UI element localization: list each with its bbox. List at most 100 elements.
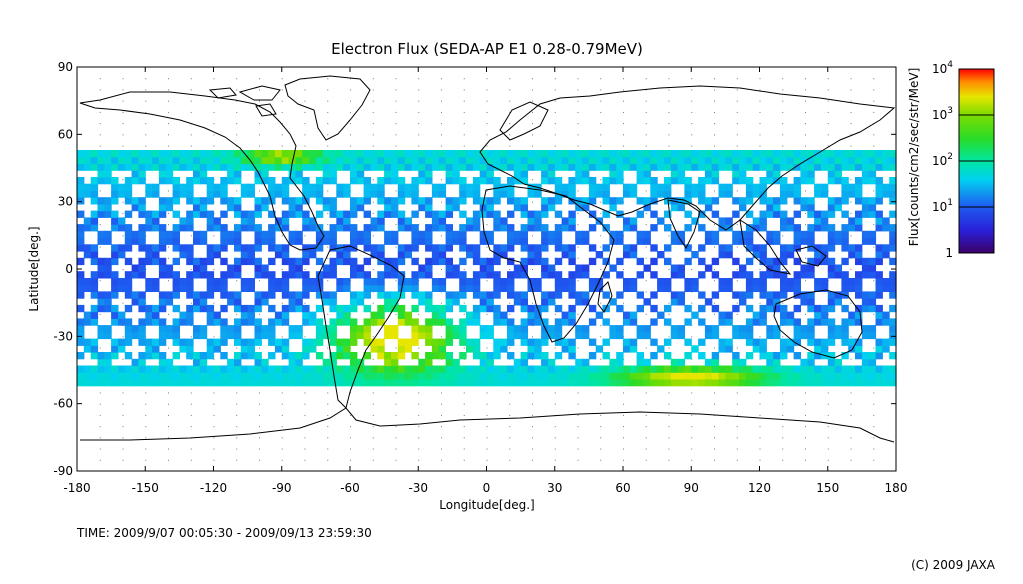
flux-cell [227, 331, 235, 340]
flux-cell [172, 156, 180, 165]
flux-cell [595, 251, 604, 259]
flux-cell [602, 379, 610, 387]
flux-cell [425, 298, 433, 306]
grid-dot [350, 123, 351, 125]
grid-dot [463, 111, 465, 113]
grid-dot [759, 448, 761, 450]
flux-cell [438, 244, 447, 252]
flux-cell [575, 365, 583, 373]
flux-cell [527, 304, 535, 313]
flux-cell [363, 372, 371, 380]
flux-cell [329, 271, 337, 279]
grid-dot [304, 235, 306, 237]
flux-cell [172, 325, 180, 333]
flux-cell [732, 170, 740, 178]
flux-cell [418, 298, 426, 306]
flux-cell [418, 325, 426, 333]
flux-cell [472, 251, 481, 259]
grid-dot [168, 280, 169, 282]
flux-cell [220, 291, 228, 299]
grid-dot [259, 190, 260, 192]
flux-cell [711, 372, 720, 380]
flux-cell [131, 237, 139, 245]
flux-cell [370, 244, 378, 252]
flux-cell [411, 163, 419, 171]
flux-cell [206, 304, 215, 313]
flux-cell [152, 318, 160, 326]
flux-cell [650, 197, 658, 205]
flux-cell [384, 156, 392, 165]
coast-africa [481, 185, 615, 343]
flux-cell [861, 257, 870, 266]
flux-cell [547, 150, 556, 158]
grid-dot [714, 347, 715, 349]
flux-cell [602, 190, 610, 198]
flux-cell [268, 190, 276, 198]
flux-cell [281, 338, 290, 346]
grid-dot [168, 145, 169, 147]
flux-cell [520, 237, 528, 245]
grid-dot [532, 78, 533, 80]
flux-cell [445, 224, 453, 232]
flux-cell [466, 224, 474, 232]
flux-cell [561, 163, 569, 171]
flux-cell [247, 372, 255, 380]
flux-cell [773, 210, 781, 218]
flux-cell [513, 365, 522, 373]
flux-cell [131, 150, 139, 158]
grid-dot [190, 403, 192, 405]
flux-cell [206, 352, 215, 360]
flux-cell [384, 358, 392, 367]
flux-cell [268, 304, 276, 313]
coast-arctic-islands [208, 85, 281, 117]
grid-dot [122, 235, 124, 237]
flux-cell [889, 379, 897, 387]
flux-cell [479, 304, 488, 313]
flux-cell [131, 379, 139, 387]
grid-dot [463, 145, 465, 147]
flux-cell [227, 203, 235, 212]
flux-cell [172, 163, 180, 171]
flux-cell [588, 150, 597, 158]
grid-dot [463, 123, 465, 125]
flux-cell [466, 217, 474, 225]
flux-cell [786, 379, 795, 387]
flux-cell [431, 156, 440, 165]
grid-dot [122, 392, 124, 394]
flux-cell [97, 203, 105, 212]
flux-cell [745, 210, 754, 218]
flux-cell [718, 284, 726, 292]
flux-cell [418, 372, 426, 380]
flux-cell [773, 358, 781, 367]
flux-cell [486, 264, 494, 272]
flux-cell [616, 358, 624, 367]
flux-cell [664, 338, 672, 346]
flux-cell [268, 237, 276, 245]
grid-dot [600, 336, 602, 338]
flux-cell [315, 304, 324, 313]
flux-cell [459, 224, 467, 232]
flux-cell [234, 291, 242, 299]
flux-cell [834, 331, 842, 340]
flux-cell [732, 379, 740, 387]
grid-dot [486, 111, 488, 113]
flux-cell [773, 237, 781, 245]
flux-cell [363, 224, 371, 232]
flux-cell [186, 379, 194, 387]
flux-cell [90, 156, 99, 165]
grid-dot [668, 111, 670, 113]
flux-cell [343, 257, 351, 266]
flux-cell [315, 177, 324, 185]
flux-cell [104, 331, 112, 340]
flux-cell [568, 163, 576, 171]
flux-cell [118, 183, 126, 191]
flux-cell [507, 304, 515, 313]
flux-cell [841, 379, 849, 387]
flux-cell [588, 318, 597, 326]
flux-cell [841, 183, 849, 191]
flux-cell [698, 379, 706, 387]
flux-cell [118, 224, 126, 232]
grid-dot [805, 459, 806, 461]
flux-cell [616, 150, 624, 158]
flux-cell [268, 278, 276, 286]
